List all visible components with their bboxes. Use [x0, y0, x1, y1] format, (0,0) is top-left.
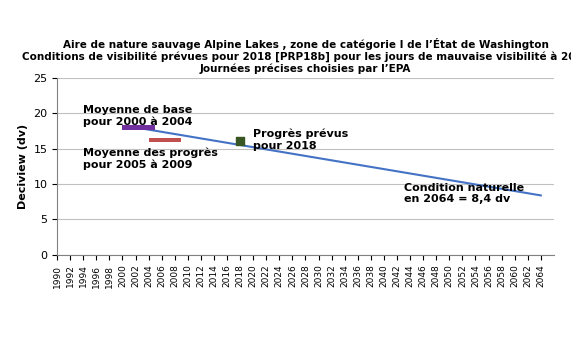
Point [236, 138, 245, 144]
Y-axis label: Deciview (dv): Deciview (dv) [18, 124, 28, 209]
Title: Aire de nature sauvage Alpine Lakes , zone de catégorie I de l’État de Washingto: Aire de nature sauvage Alpine Lakes , zo… [22, 38, 571, 74]
Text: Moyenne des progrès
pour 2005 à 2009: Moyenne des progrès pour 2005 à 2009 [83, 147, 218, 170]
Text: Moyenne de base
pour 2000 à 2004: Moyenne de base pour 2000 à 2004 [83, 105, 193, 127]
Text: Progrès prévus
pour 2018: Progrès prévus pour 2018 [253, 129, 348, 151]
Text: Condition naturelle
en 2064 = 8,4 dv: Condition naturelle en 2064 = 8,4 dv [404, 183, 524, 204]
